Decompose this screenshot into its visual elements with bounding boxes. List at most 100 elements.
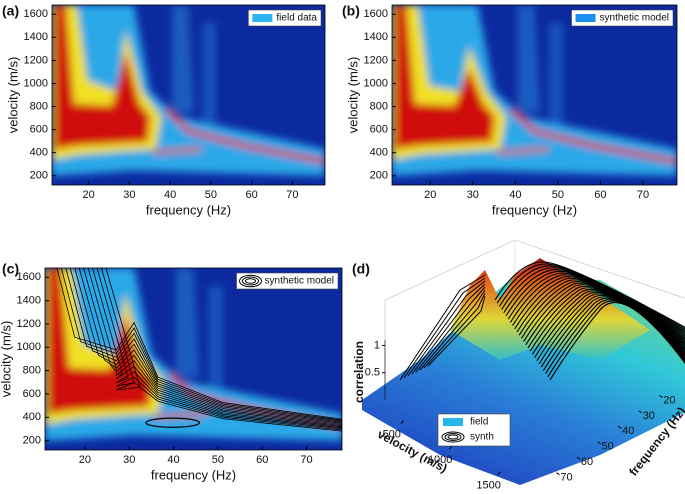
y-tick-label: 1600 (364, 8, 388, 20)
y-tick (556, 472, 560, 476)
synth-contour (496, 263, 685, 330)
x-tick-label: 70 (286, 189, 298, 201)
synth-contour (399, 274, 486, 381)
y-tick-label: 200 (370, 170, 388, 182)
x-tick-label: 40 (167, 454, 179, 466)
synth-contour (403, 277, 486, 379)
y-tick-label: 1600 (17, 271, 41, 283)
contour (145, 417, 201, 428)
legend-swatch (575, 14, 596, 22)
legend-box (571, 9, 674, 27)
panel-label: (b) (342, 3, 360, 19)
x-tick-label: 70 (300, 454, 312, 466)
x-tick-label: 1500 (476, 480, 500, 492)
y-tick-label: 400 (370, 147, 388, 159)
x-tick-label: 50 (205, 189, 217, 201)
x-tick-label: 30 (467, 189, 479, 201)
x-tick-label: 30 (123, 454, 135, 466)
y-tick (659, 395, 663, 398)
y-tick-label: 30 (643, 410, 655, 422)
legend-label: field (470, 417, 488, 428)
x-axis-label: frequency (Hz) (492, 202, 577, 217)
y-tick-label: 1200 (24, 54, 48, 66)
y-tick-label: 200 (30, 170, 48, 182)
panel-label: (c) (2, 261, 19, 277)
heatmap (52, 5, 325, 185)
y-tick (638, 410, 643, 414)
legend-icon (245, 278, 257, 284)
y-tick-label: 600 (23, 388, 41, 400)
streak (208, 286, 224, 396)
y-tick-label: 1000 (364, 77, 388, 89)
legend-icon (444, 433, 462, 441)
legend-label: synthetic model (600, 13, 669, 24)
heatmap-field (52, 5, 325, 176)
contour (96, 268, 342, 430)
y-tick-label: 40 (622, 425, 634, 437)
x-tick-label: 20 (79, 454, 91, 466)
legend: field synth (437, 413, 511, 447)
x-tick (448, 445, 453, 450)
y-tick-label: 800 (23, 365, 41, 377)
z-tick-label: 0.5 (365, 367, 380, 379)
legend-swatch (252, 14, 273, 22)
x-tick-label: 40 (164, 189, 176, 201)
legend-icon (242, 276, 260, 286)
ridge (152, 147, 203, 155)
frame (44, 267, 343, 451)
legend: synthetic model (571, 9, 674, 27)
legend-label: synthetic model (265, 276, 334, 287)
x-tick-label: 50 (552, 189, 564, 201)
legend-icon (441, 431, 465, 443)
legend: synthetic model (236, 272, 339, 290)
y-tick-label: 600 (370, 124, 388, 136)
y-tick-label: 1200 (364, 54, 388, 66)
synth-contour (423, 292, 486, 369)
streak (175, 268, 200, 378)
contour (105, 268, 342, 432)
core (394, 5, 495, 149)
x-tick-label: 70 (637, 189, 649, 201)
y-tick-label: 800 (30, 100, 48, 112)
synth-contour (501, 267, 685, 333)
panel-label: (a) (2, 3, 19, 19)
x-tick-label: 60 (246, 189, 258, 201)
contour (78, 268, 342, 425)
y-tick-label: 800 (370, 100, 388, 112)
contour (60, 268, 342, 421)
synth-contour (503, 269, 685, 334)
y-axis-label: velocity (m/s) (5, 57, 20, 134)
ridge (154, 411, 209, 420)
y-tick-label: 20 (663, 394, 675, 406)
y-tick-label: 1000 (17, 341, 41, 353)
ridge (509, 107, 677, 165)
x-tick (400, 420, 405, 424)
contour (56, 268, 342, 420)
z-tick-label: 1 (374, 339, 380, 351)
legend-label: synth (470, 432, 494, 443)
frame (51, 4, 326, 186)
x-tick-label: 30 (123, 189, 135, 201)
x-tick-label: 60 (256, 454, 268, 466)
streak (202, 23, 216, 131)
legend-swatch (443, 418, 463, 426)
frame (391, 4, 678, 186)
legend-icon (239, 274, 263, 288)
x-tick-label: 500 (383, 428, 401, 440)
panel-label: (d) (352, 261, 370, 277)
synth-contour (549, 301, 685, 381)
synth-contour (415, 286, 486, 373)
contour (83, 268, 342, 426)
contour (65, 268, 342, 422)
heatmap-field (392, 5, 677, 176)
y-tick (576, 456, 581, 460)
legend: field data (248, 9, 322, 27)
heatmap (45, 268, 342, 450)
y-tick (597, 441, 601, 445)
y-tick-label: 70 (560, 472, 572, 484)
y-tick-label: 200 (23, 435, 41, 447)
y-tick-label: 1400 (17, 295, 41, 307)
core (54, 5, 151, 149)
x-tick (497, 471, 501, 476)
